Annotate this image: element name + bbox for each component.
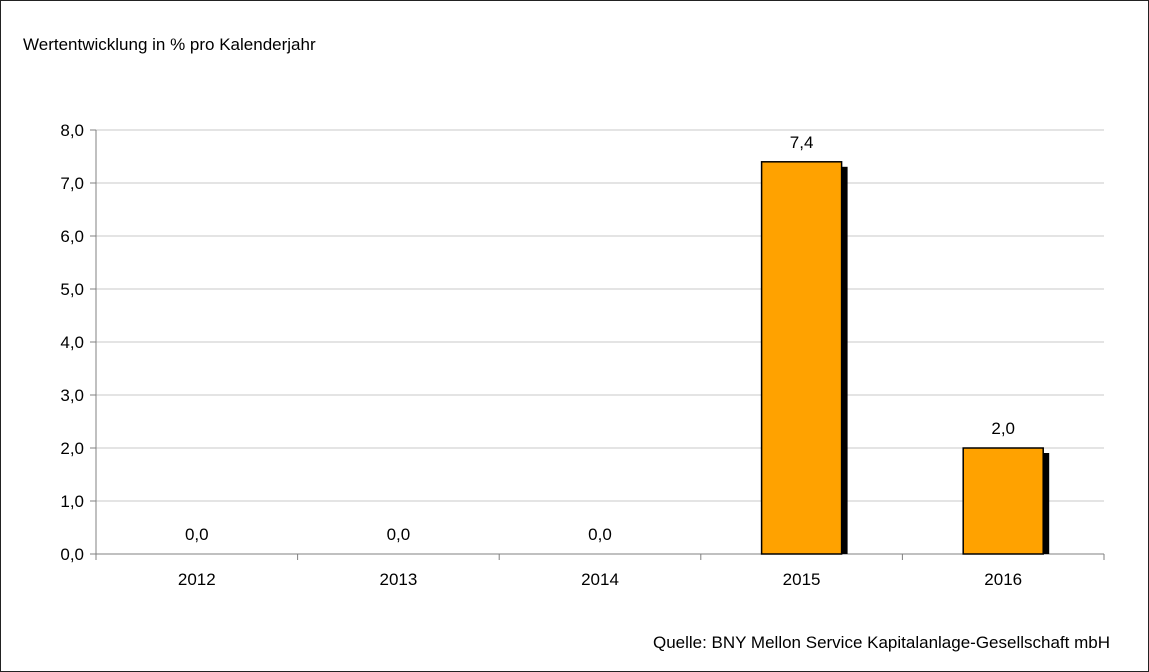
source-note: Quelle: BNY Mellon Service Kapitalanlage… bbox=[652, 633, 1110, 652]
y-tick-label: 1,0 bbox=[60, 492, 84, 511]
data-label: 2,0 bbox=[991, 419, 1015, 438]
bar-2016 bbox=[962, 447, 1044, 555]
data-label: 0,0 bbox=[387, 525, 411, 544]
x-tick-label: 2014 bbox=[581, 570, 619, 589]
x-tick-label: 2012 bbox=[178, 570, 216, 589]
x-tick-label: 2015 bbox=[783, 570, 821, 589]
x-tick-label: 2016 bbox=[984, 570, 1022, 589]
label-layer: 2012 0,0 2013 0,0 2014 0,0 2015 7,4 2016 2,0 bbox=[178, 133, 1022, 589]
y-tick-label: 4,0 bbox=[60, 333, 84, 352]
y-tick-label: 2,0 bbox=[60, 439, 84, 458]
axis-layer: 0,0 1,0 2,0 3,0 4,0 5,0 6,0 7,0 8,0 bbox=[60, 121, 1105, 564]
chart-title: Wertentwicklung in % pro Kalenderjahr bbox=[23, 35, 316, 54]
y-tick-label: 5,0 bbox=[60, 280, 84, 299]
bar-layer bbox=[760, 161, 1050, 555]
data-label: 0,0 bbox=[185, 525, 209, 544]
x-tick-label: 2013 bbox=[379, 570, 417, 589]
data-label: 0,0 bbox=[588, 525, 612, 544]
y-tick-label: 3,0 bbox=[60, 386, 84, 405]
bar-2015 bbox=[760, 161, 843, 555]
y-tick-label: 7,0 bbox=[60, 174, 84, 193]
y-tick-label: 6,0 bbox=[60, 227, 84, 246]
data-label: 7,4 bbox=[790, 133, 814, 152]
y-tick-label: 0,0 bbox=[60, 545, 84, 564]
grid-layer bbox=[96, 129, 1104, 502]
y-tick-label: 8,0 bbox=[60, 121, 84, 140]
